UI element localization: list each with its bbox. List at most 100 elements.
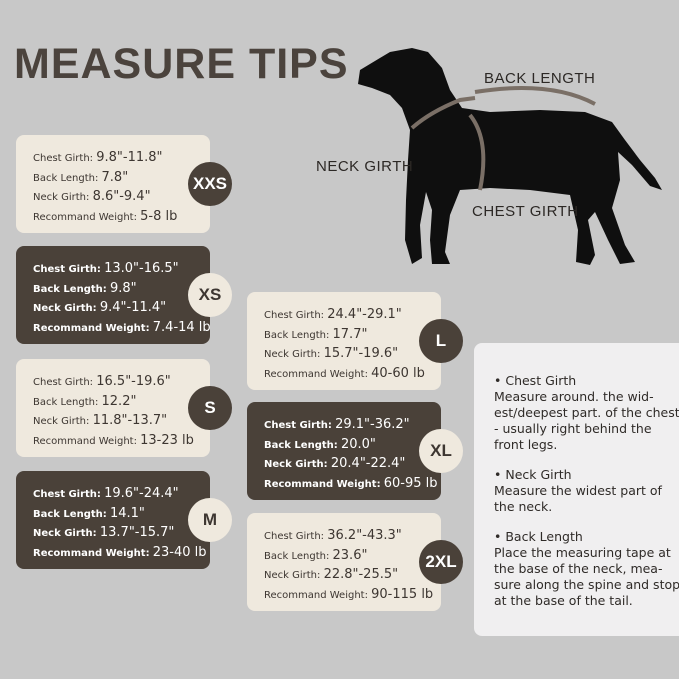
- back-value: 9.8": [109, 280, 137, 296]
- neck-label: Neck Girth:: [33, 528, 97, 539]
- back-label: Back Length:: [264, 550, 330, 562]
- neck-label: Neck Girth:: [33, 303, 97, 314]
- neck-girth-label: NECK GIRTH: [316, 158, 414, 175]
- chest-row: Chest Girth: 16.5"-19.6": [33, 373, 210, 393]
- chest-girth-label: CHEST GIRTH: [472, 203, 579, 220]
- weight-label: Recommand Weight:: [33, 211, 137, 223]
- weight-value: 60-95 lb: [383, 475, 438, 491]
- tip-text: Place the measuring tape at the base of …: [494, 545, 679, 608]
- neck-value: 22.8"-25.5": [323, 567, 399, 582]
- size-badge: XL: [419, 429, 463, 473]
- back-value: 14.1": [109, 505, 145, 521]
- chest-row: Chest Girth: 13.0"-16.5": [33, 260, 210, 280]
- back-label: Back Length:: [33, 172, 99, 184]
- tip-heading: • Chest Girth: [494, 373, 577, 388]
- chest-row: Chest Girth: 19.6"-24.4": [33, 485, 210, 505]
- size-card-xs: Chest Girth: 13.0"-16.5" Back Length: 9.8…: [16, 246, 232, 344]
- tip-section: • Chest Girth Measure around. the wid-est…: [494, 373, 679, 453]
- tip-text: Measure around. the wid-est/deepest part…: [494, 389, 679, 452]
- chest-label: Chest Girth:: [264, 310, 325, 321]
- back-length-label: BACK LENGTH: [484, 70, 596, 87]
- tip-heading: • Neck Girth: [494, 467, 572, 482]
- weight-value: 13-23 lb: [140, 432, 194, 448]
- back-row: Back Length: 12.2": [33, 393, 210, 413]
- weight-label: Recommand Weight:: [33, 547, 150, 559]
- size-badge: S: [188, 386, 232, 430]
- back-value: 7.8": [101, 169, 129, 185]
- weight-row: Recommand Weight: 5-8 lb: [33, 208, 210, 228]
- weight-label: Recommand Weight:: [264, 368, 368, 380]
- chest-value: 16.5"-19.6": [96, 374, 171, 389]
- weight-value: 7.4-14 lb: [152, 319, 211, 335]
- weight-row: Recommand Weight: 13-23 lb: [33, 432, 210, 452]
- neck-label: Neck Girth:: [264, 459, 328, 470]
- back-label: Back Length:: [264, 439, 338, 451]
- back-label: Back Length:: [33, 396, 99, 408]
- neck-label: Neck Girth:: [33, 192, 90, 203]
- weight-row: Recommand Weight: 90-115 lb: [264, 586, 441, 606]
- back-label: Back Length:: [264, 329, 330, 341]
- neck-row: Neck Girth: 15.7"-19.6": [264, 345, 441, 365]
- weight-row: Recommand Weight: 60-95 lb: [264, 475, 441, 495]
- neck-row: Neck Girth: 22.8"-25.5": [264, 566, 441, 586]
- chest-label: Chest Girth:: [264, 531, 325, 542]
- back-row: Back Length: 7.8": [33, 169, 210, 189]
- tip-heading: • Back Length: [494, 529, 583, 544]
- tip-text: Measure the widest part of the neck.: [494, 483, 662, 514]
- back-row: Back Length: 20.0": [264, 436, 441, 456]
- size-card-xxs: Chest Girth: 9.8"-11.8" Back Length: 7.8"…: [16, 135, 232, 233]
- neck-row: Neck Girth: 20.4"-22.4": [264, 455, 441, 475]
- neck-row: Neck Girth: 9.4"-11.4": [33, 299, 210, 319]
- weight-label: Recommand Weight:: [33, 435, 137, 447]
- back-label: Back Length:: [33, 508, 107, 520]
- chest-value: 19.6"-24.4": [104, 486, 179, 501]
- back-value: 20.0": [340, 436, 376, 452]
- tip-section: • Neck Girth Measure the widest part of t…: [494, 467, 679, 515]
- weight-value: 23-40 lb: [152, 544, 207, 560]
- back-value: 17.7": [332, 326, 368, 342]
- chest-value: 9.8"-11.8": [96, 150, 163, 165]
- size-badge: L: [419, 319, 463, 363]
- weight-row: Recommand Weight: 23-40 lb: [33, 544, 210, 564]
- size-badge: M: [188, 498, 232, 542]
- neck-value: 20.4"-22.4": [330, 456, 406, 471]
- chest-value: 24.4"-29.1": [327, 307, 402, 322]
- chest-label: Chest Girth:: [33, 489, 101, 500]
- weight-row: Recommand Weight: 40-60 lb: [264, 365, 441, 385]
- neck-value: 9.4"-11.4": [99, 300, 167, 315]
- back-label: Back Length:: [33, 283, 107, 295]
- page-title: MEASURE TIPS: [14, 40, 349, 88]
- size-card-s: Chest Girth: 16.5"-19.6" Back Length: 12.…: [16, 359, 232, 457]
- chest-label: Chest Girth:: [264, 420, 332, 431]
- chest-value: 36.2"-43.3": [327, 528, 402, 543]
- neck-row: Neck Girth: 11.8"-13.7": [33, 412, 210, 432]
- neck-label: Neck Girth:: [33, 416, 90, 427]
- neck-value: 8.6"-9.4": [92, 189, 151, 204]
- weight-label: Recommand Weight:: [33, 322, 150, 334]
- weight-value: 40-60 lb: [371, 365, 425, 381]
- size-card-2xl: Chest Girth: 36.2"-43.3" Back Length: 23.…: [247, 513, 463, 611]
- back-row: Back Length: 23.6": [264, 547, 441, 567]
- chest-row: Chest Girth: 36.2"-43.3": [264, 527, 441, 547]
- weight-value: 90-115 lb: [371, 586, 434, 602]
- measure-tips-panel: • Chest Girth Measure around. the wid-est…: [474, 343, 679, 636]
- back-row: Back Length: 17.7": [264, 326, 441, 346]
- weight-value: 5-8 lb: [140, 208, 178, 224]
- size-badge: XXS: [188, 162, 232, 206]
- neck-value: 13.7"-15.7": [99, 525, 175, 540]
- neck-value: 15.7"-19.6": [323, 346, 399, 361]
- tip-section: • Back Length Place the measuring tape at…: [494, 529, 679, 609]
- chest-value: 29.1"-36.2": [335, 417, 410, 432]
- weight-label: Recommand Weight:: [264, 589, 368, 601]
- neck-row: Neck Girth: 8.6"-9.4": [33, 188, 210, 208]
- back-value: 23.6": [332, 547, 368, 563]
- chest-row: Chest Girth: 24.4"-29.1": [264, 306, 441, 326]
- neck-row: Neck Girth: 13.7"-15.7": [33, 524, 210, 544]
- weight-row: Recommand Weight: 7.4-14 lb: [33, 319, 211, 339]
- back-value: 12.2": [101, 393, 137, 409]
- size-card-m: Chest Girth: 19.6"-24.4" Back Length: 14.…: [16, 471, 232, 569]
- back-row: Back Length: 9.8": [33, 280, 210, 300]
- neck-label: Neck Girth:: [264, 570, 321, 581]
- weight-label: Recommand Weight:: [264, 478, 381, 490]
- dog-silhouette-icon: [358, 48, 662, 265]
